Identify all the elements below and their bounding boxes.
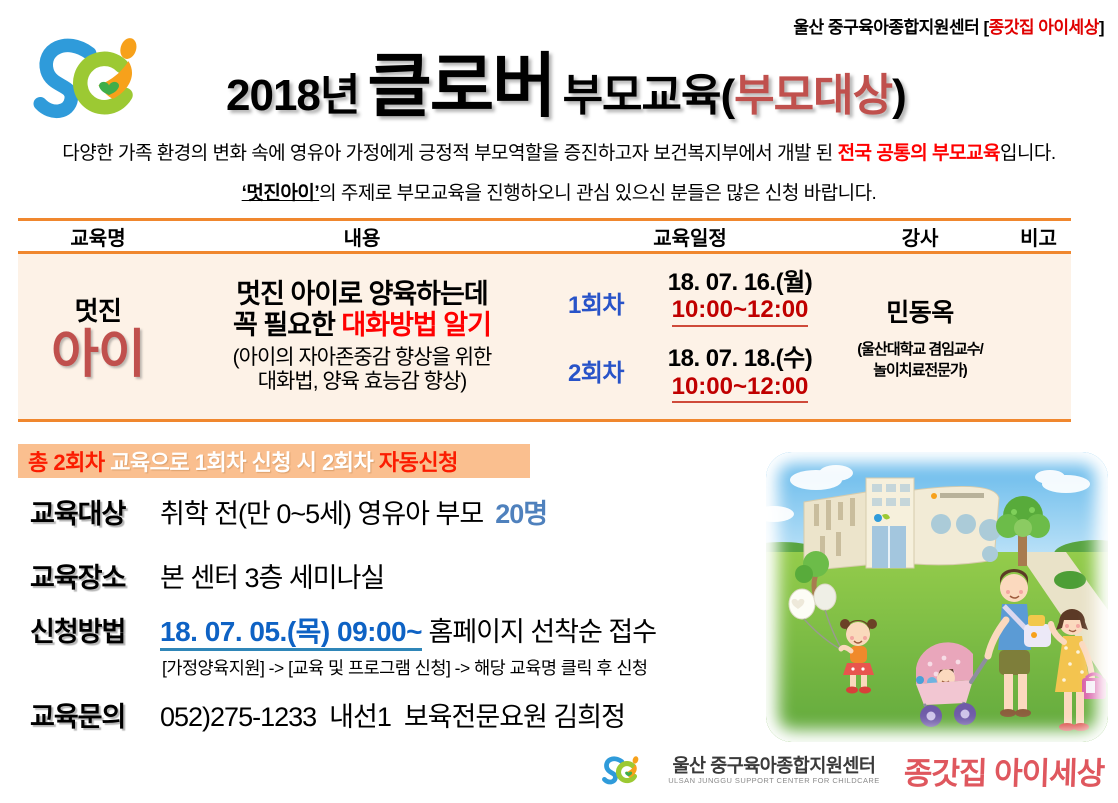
session-1-time: 10:00~12:00 bbox=[671, 296, 809, 327]
place-value: 본 센터 3층 세미나실 bbox=[160, 563, 385, 593]
education-table: 교육명 내용 교육일정 강사 비고 멋진 아이 멋진 아이로 양육하는데 꼭 필… bbox=[18, 218, 1071, 422]
family-illustration-image bbox=[766, 452, 1108, 742]
title-highlight: 부모대상 bbox=[734, 71, 893, 120]
session-1-datetime: 18. 07. 16.(월) 10:00~12:00 bbox=[667, 268, 813, 327]
content-line2-highlight: 대화방법 알기 bbox=[341, 310, 492, 341]
info-row-contact: 교육문의 052)275-1233 내선1 보육전문요원 김희정 bbox=[30, 695, 626, 734]
instructor-name: 민동옥 bbox=[886, 298, 954, 327]
cell-session-labels: 1회차 2회차 bbox=[546, 254, 646, 419]
apply-value: 18. 07. 05.(목) 09:00~ 홈페이지 선착순 접수 bbox=[160, 610, 657, 651]
intro-line1-highlight: 전국 공통의 부모교육 bbox=[837, 143, 1001, 164]
cell-instructor: 민동옥 (울산대학교 겸임교수/ 놀이치료전문가) bbox=[834, 254, 1006, 419]
education-name-top: 멋진 bbox=[74, 295, 122, 326]
apply-start-datetime: 18. 07. 05.(목) 09:00~ bbox=[160, 616, 422, 651]
title-year: 2018년 bbox=[226, 71, 360, 120]
info-row-apply: 신청방법 18. 07. 05.(목) 09:00~ 홈페이지 선착순 접수 bbox=[30, 610, 657, 651]
education-name-bottom: 아이 bbox=[51, 325, 146, 384]
footer: 울산 중구육아종합지원센터 ULSAN JUNGGU SUPPORT CENTE… bbox=[600, 748, 1105, 793]
session-2-label: 2회차 bbox=[567, 360, 625, 388]
session-1-date: 18. 07. 16.(월) bbox=[667, 268, 813, 296]
intro-line2: ‘멋진아이’의 주제로 부모교육을 진행하오니 관심 있으신 분들은 많은 신청… bbox=[241, 183, 877, 204]
cell-session-dates: 18. 07. 16.(월) 10:00~12:00 18. 07. 18.(수… bbox=[646, 254, 834, 419]
session-2-datetime: 18. 07. 18.(수) 10:00~12:00 bbox=[667, 345, 813, 404]
content-subtext: (아이의 자아존중감 향상을 위한 대화법, 양육 효능감 향상) bbox=[232, 346, 493, 394]
notice-highlight-2: 자동신청 bbox=[378, 450, 458, 475]
intro-paragraph: 다양한 가족 환경의 변화 속에 영유아 가정에게 긍정적 부모역할을 증진하고… bbox=[0, 138, 1118, 205]
footer-center-name: 울산 중구육아종합지원센터 ULSAN JUNGGU SUPPORT CENTE… bbox=[668, 754, 880, 786]
footer-center-kr: 울산 중구육아종합지원센터 bbox=[672, 754, 876, 776]
session-2-date: 18. 07. 18.(수) bbox=[667, 345, 813, 373]
family-illustration bbox=[766, 452, 1108, 742]
org-name-highlight: 종갓집 아이세상 bbox=[988, 18, 1100, 37]
stroller bbox=[916, 642, 990, 727]
col-header-name: 교육명 bbox=[70, 227, 126, 250]
cell-content: 멋진 아이로 양육하는데 꼭 필요한 대화방법 알기 (아이의 자아존중감 향상… bbox=[178, 254, 546, 419]
intro-line2-highlight: ‘멋진아이’ bbox=[241, 183, 320, 204]
session-1-label: 1회차 bbox=[567, 291, 625, 319]
girl-figure bbox=[838, 619, 877, 694]
page-title: 2018년 클로버 부모교육(부모대상) bbox=[226, 30, 1106, 131]
dad-figure bbox=[984, 569, 1051, 717]
contact-label: 교육문의 bbox=[30, 702, 126, 732]
cell-note bbox=[1006, 254, 1071, 419]
info-row-target: 교육대상 취학 전(만 0~5세) 영유아 부모 20명 bbox=[30, 492, 548, 531]
cell-education-name: 멋진 아이 bbox=[18, 254, 178, 419]
center-logo-icon bbox=[26, 34, 194, 126]
target-label: 교육대상 bbox=[30, 499, 126, 529]
col-header-note: 비고 bbox=[1020, 227, 1057, 250]
center-building bbox=[803, 477, 1001, 572]
tree-right bbox=[996, 496, 1050, 566]
place-label: 교육장소 bbox=[30, 563, 126, 593]
balloons bbox=[788, 583, 842, 650]
auto-apply-notice: 총 2회차 교육으로 1회차 신청 시 2회차 자동신청 bbox=[18, 444, 530, 478]
col-header-schedule: 교육일정 bbox=[653, 227, 727, 250]
org-name-prefix: 울산 중구육아종합지원센터 [ bbox=[793, 18, 989, 37]
table-header-row: 교육명 내용 교육일정 강사 비고 bbox=[18, 218, 1071, 254]
contact-value: 052)275-1233 내선1 보육전문요원 김희정 bbox=[160, 702, 626, 732]
clouds bbox=[766, 465, 1090, 522]
footer-center-en: ULSAN JUNGGU SUPPORT CENTER FOR CHILDCAR… bbox=[668, 776, 880, 786]
tree-left bbox=[795, 551, 829, 605]
info-row-place: 교육장소 본 센터 3층 세미나실 bbox=[30, 556, 385, 595]
col-header-instructor: 강사 bbox=[901, 227, 939, 250]
apply-instructions: [가정양육지원] -> [교육 및 프로그램 신청] -> 해당 교육명 클릭 … bbox=[162, 658, 648, 678]
target-count: 20명 bbox=[495, 499, 548, 529]
target-value: 취학 전(만 0~5세) 영유아 부모 20명 bbox=[160, 499, 548, 529]
footer-brand: 종갓집 아이세상 bbox=[903, 756, 1105, 791]
col-header-content: 내용 bbox=[343, 227, 381, 250]
org-name-suffix: ] bbox=[1098, 18, 1105, 37]
instructor-desc: (울산대학교 겸임교수/ 놀이치료전문가) bbox=[857, 340, 984, 379]
content-line1: 멋진 아이로 양육하는데 bbox=[236, 278, 488, 309]
footer-logo-icon bbox=[600, 753, 658, 789]
title-main: 클로버 bbox=[367, 47, 556, 125]
table-body-row: 멋진 아이 멋진 아이로 양육하는데 꼭 필요한 대화방법 알기 (아이의 자아… bbox=[18, 254, 1071, 422]
content-line2: 꼭 필요한 대화방법 알기 bbox=[233, 310, 492, 341]
session-2-time: 10:00~12:00 bbox=[671, 373, 809, 404]
org-name-line: 울산 중구육아종합지원센터 [종갓집 아이세상] bbox=[793, 13, 1104, 38]
notice-highlight-1: 총 2회차 bbox=[28, 450, 105, 475]
mom-figure bbox=[1048, 609, 1106, 731]
title-sub: 부모교육(부모대상) bbox=[562, 71, 907, 120]
apply-label: 신청방법 bbox=[30, 617, 126, 647]
intro-line1: 다양한 가족 환경의 변화 속에 영유아 가정에게 긍정적 부모역할을 증진하고… bbox=[62, 143, 1056, 164]
